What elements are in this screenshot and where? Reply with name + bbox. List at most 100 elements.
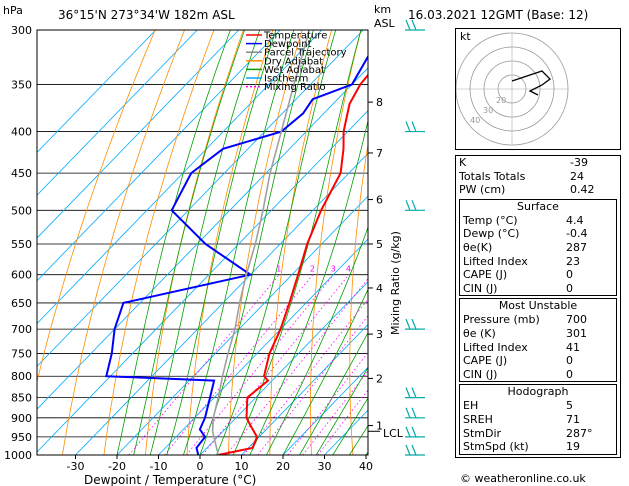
datetime-title: 16.03.2021 12GMT (Base: 12) xyxy=(408,8,588,22)
isotherm-line xyxy=(37,30,323,325)
index-row: StmSpd (kt) 19 xyxy=(460,440,616,454)
hodograph-section: Hodograph EH 5 SREH 71 StmDir 287° StmSpd (kt)… xyxy=(459,384,617,455)
mixing-ratio-line xyxy=(186,274,334,455)
km-tick-label: 8 xyxy=(376,96,383,109)
index-value: 4.4 xyxy=(566,213,584,227)
wind-barb xyxy=(405,318,425,330)
dry-adiabat-line xyxy=(625,30,629,455)
mixing-ratio-label: 16 xyxy=(426,265,436,274)
isotherm-line xyxy=(241,324,368,455)
index-label: θe (K) xyxy=(463,326,496,340)
x-tick-label: 40 xyxy=(359,460,373,473)
wind-barbs xyxy=(405,19,425,456)
wet-adiabat-line xyxy=(249,119,368,455)
km-tick-label: 2 xyxy=(376,372,383,385)
wet-adiabat-line xyxy=(266,226,368,455)
index-label: Dewp (°C) xyxy=(463,227,520,241)
index-label: PW (cm) xyxy=(459,183,506,197)
series-line-parcel-trajectory xyxy=(211,30,311,455)
index-label: CAPE (J) xyxy=(463,268,508,282)
km-tick-label: 3 xyxy=(376,328,383,341)
index-value: 700 xyxy=(566,313,587,327)
isotherm-line xyxy=(37,110,368,453)
index-label: K xyxy=(459,156,467,169)
surface-title: Surface xyxy=(517,199,559,213)
mixing-ratio-line xyxy=(302,370,368,455)
indices-top: K -39 Totals Totals 24 PW (cm) 0.42 xyxy=(456,156,620,197)
index-label: Totals Totals xyxy=(459,169,526,183)
pressure-tick-label: 950 xyxy=(11,431,32,444)
isotherm-line xyxy=(282,366,368,455)
hodograph-ring-label: 30 xyxy=(483,106,493,115)
hodograph-title: Hodograph xyxy=(507,385,569,399)
isotherm-line xyxy=(37,30,198,196)
y-axis-title-right: Mixing Ratio (g/kg) xyxy=(389,231,402,335)
hodograph-trace xyxy=(511,70,551,96)
dry-adiabat-line xyxy=(37,30,156,384)
pressure-tick-label: 400 xyxy=(11,126,32,139)
index-value: 5 xyxy=(566,399,573,413)
wind-barb xyxy=(405,200,425,211)
hodograph-panel: kt 40 30 20 xyxy=(455,28,621,150)
hodograph-unit: kt xyxy=(460,30,471,43)
index-row: Lifted Index 41 xyxy=(460,341,616,355)
pressure-tick-label: 900 xyxy=(11,412,32,425)
index-value: 287° xyxy=(566,426,593,440)
surface-section: Surface Temp (°C) 4.4 Dewp (°C) -0.4 θe(K) 28… xyxy=(459,198,617,297)
lcl-label: LCL xyxy=(383,427,404,440)
index-value: 301 xyxy=(566,326,587,340)
index-value: 0.42 xyxy=(570,183,595,197)
index-row: CIN (J) 0 xyxy=(460,282,616,296)
index-value: -0.4 xyxy=(566,227,588,241)
index-value: 24 xyxy=(570,169,584,183)
wind-barb xyxy=(405,387,425,399)
pressure-tick-label: 850 xyxy=(11,392,32,405)
plot-frame xyxy=(36,29,369,456)
index-label: Lifted Index xyxy=(463,340,528,354)
most-unstable-title: Most Unstable xyxy=(498,299,578,313)
index-value: 71 xyxy=(566,412,580,426)
wet-adiabat-line xyxy=(199,30,314,455)
index-value: 0 xyxy=(566,367,573,381)
legend-label: Isotherm xyxy=(264,74,308,85)
index-label: SREH xyxy=(463,412,493,426)
mixing-ratio-line xyxy=(128,274,280,455)
dry-adiabat-line xyxy=(103,30,215,455)
wet-adiabat-line xyxy=(332,397,368,455)
x-tick-label: -20 xyxy=(108,460,126,473)
km-tick-label: 7 xyxy=(376,147,383,160)
pressure-tick-label: 550 xyxy=(11,238,32,251)
mixing-ratio-line xyxy=(243,298,368,455)
legend-label: Wet Adiabat xyxy=(264,65,325,76)
index-value: 0 xyxy=(566,354,573,368)
index-value: 41 xyxy=(566,340,580,354)
isotherm-line xyxy=(37,30,157,153)
index-row: PW (cm) 0.42 xyxy=(456,183,620,197)
copyright: © weatheronline.co.uk xyxy=(460,472,586,485)
index-value: 19 xyxy=(566,440,580,454)
index-label: CAPE (J) xyxy=(463,354,508,368)
index-value: 287 xyxy=(566,240,587,254)
x-tick-label: 0 xyxy=(197,460,204,473)
index-row: Lifted Index 23 xyxy=(460,255,616,269)
hodograph-ring-label: 40 xyxy=(470,116,480,125)
dry-adiabat-line xyxy=(425,30,450,455)
index-label: CIN (J) xyxy=(463,367,498,381)
index-row: EH 5 xyxy=(460,399,616,413)
wet-adiabat-line xyxy=(149,30,261,455)
isotherm-line xyxy=(75,152,368,455)
legend-label: Parcel Trajectory xyxy=(264,48,347,59)
dry-adiabat-line xyxy=(145,30,244,455)
wet-adiabat-line xyxy=(183,30,295,455)
index-value: 23 xyxy=(566,254,580,268)
index-label: Temp (°C) xyxy=(463,213,518,227)
dry-adiabat-line xyxy=(62,30,185,455)
legend-label: Temperature xyxy=(263,31,327,42)
index-value: 0 xyxy=(566,268,573,282)
mixing-ratio-label: 3 xyxy=(331,265,336,274)
isotherm-line xyxy=(37,30,281,282)
location-title: 36°15'N 273°34'W 182m ASL xyxy=(58,8,235,22)
wind-barb xyxy=(405,444,425,456)
pressure-tick-label: 700 xyxy=(11,323,32,336)
